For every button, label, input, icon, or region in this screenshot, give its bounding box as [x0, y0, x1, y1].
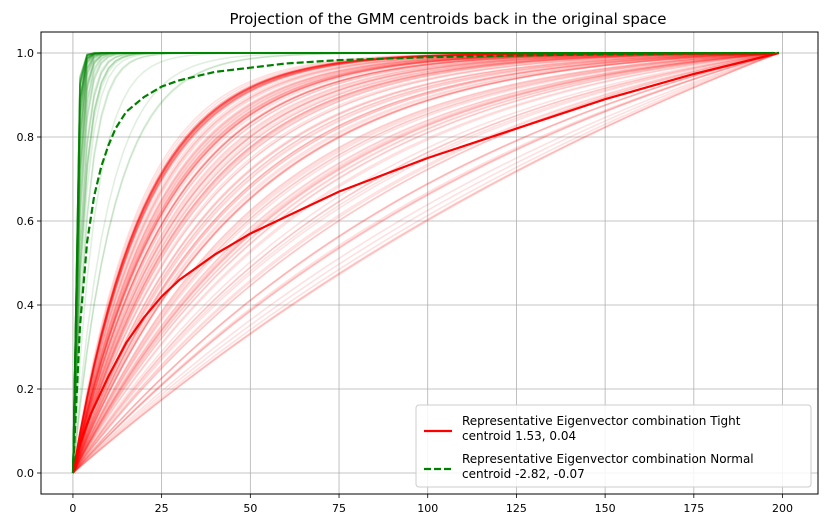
background-curve: [72, 52, 776, 474]
background-curve: [72, 52, 776, 474]
background-curve: [72, 52, 776, 474]
background-curve: [72, 52, 776, 474]
background-curve: [72, 52, 776, 474]
background-curve: [72, 53, 776, 474]
background-curve: [72, 52, 776, 474]
y-tick-label: 0.0: [17, 467, 35, 480]
background-curve: [72, 52, 776, 474]
background-curve: [72, 52, 776, 474]
background-curve: [72, 53, 776, 474]
y-tick-label: 0.4: [17, 299, 35, 312]
background-curve: [72, 52, 776, 474]
background-curve: [72, 52, 776, 474]
background-curve: [72, 52, 776, 474]
background-curve: [72, 52, 776, 474]
x-tick-label: 200: [772, 502, 793, 515]
background-curve: [72, 52, 776, 474]
background-curve: [72, 53, 776, 474]
y-tick-label: 1.0: [17, 47, 35, 60]
background-curve: [72, 52, 776, 474]
background-curve: [72, 52, 776, 474]
background-curve: [72, 52, 776, 474]
legend-label: Representative Eigenvector combination N…: [462, 452, 754, 481]
background-curve: [72, 52, 776, 474]
background-curve: [72, 52, 776, 474]
background-curve: [72, 53, 776, 474]
legend: Representative Eigenvector combination T…: [415, 404, 812, 488]
background-curve: [72, 52, 776, 474]
background-curve: [72, 52, 776, 474]
background-curve: [72, 52, 776, 474]
background-curve: [72, 52, 776, 474]
x-tick-label: 125: [506, 502, 527, 515]
background-curve: [72, 52, 776, 474]
series-line-0: [71, 51, 780, 474]
background-curve: [72, 53, 776, 474]
background-curve: [72, 52, 776, 474]
x-tick-label: 25: [155, 502, 169, 515]
background-curve: [72, 53, 776, 474]
background-curve: [72, 53, 776, 474]
background-curve: [72, 53, 776, 474]
y-tick-label: 0.2: [17, 383, 35, 396]
background-curve: [72, 52, 776, 474]
background-curve: [72, 52, 776, 474]
background-curve: [72, 52, 776, 474]
background-curve: [72, 52, 776, 474]
x-tick-label: 150: [595, 502, 616, 515]
chart-title: Projection of the GMM centroids back in …: [229, 10, 666, 28]
background-curve: [72, 52, 776, 474]
background-curve: [72, 52, 776, 474]
x-tick-label: 175: [683, 502, 704, 515]
background-curve: [72, 52, 776, 474]
background-curve: [72, 52, 776, 474]
background-curve: [72, 52, 776, 474]
background-curve: [72, 52, 776, 474]
x-tick-label: 0: [69, 502, 76, 515]
series-line-1: [71, 51, 780, 474]
plot-frame: [40, 31, 819, 495]
background-curve: [72, 52, 776, 474]
background-curve: [72, 52, 776, 474]
background-curve: [72, 52, 776, 474]
background-curve: [72, 53, 776, 474]
background-curve: [72, 52, 776, 474]
background-curve: [72, 52, 776, 474]
background-curve: [72, 53, 776, 474]
series-layer: [71, 51, 780, 474]
background-curve: [72, 52, 776, 474]
background-curve: [72, 52, 776, 474]
x-tick-label: 100: [417, 502, 438, 515]
background-curve: [72, 52, 776, 474]
y-tick-label: 0.8: [17, 131, 35, 144]
background-curve: [72, 52, 776, 474]
background-curve: [72, 53, 776, 474]
background-curve: [72, 52, 776, 474]
background-curve: [72, 52, 776, 474]
background-curve: [72, 52, 776, 474]
background-curve: [72, 52, 776, 474]
background-curve: [72, 52, 776, 474]
background-curve: [72, 52, 776, 474]
background-curve: [72, 53, 776, 474]
background-curve: [72, 52, 776, 474]
background-curve: [72, 52, 776, 474]
background-curve: [72, 52, 776, 474]
background-curve: [72, 52, 776, 474]
background-curve: [72, 52, 776, 474]
legend-box: [415, 404, 812, 488]
legend-label: Representative Eigenvector combination T…: [462, 414, 741, 443]
y-tick-label: 0.6: [17, 215, 35, 228]
background-curve: [72, 53, 776, 474]
background-curve: [72, 52, 776, 474]
background-curve: [72, 52, 776, 474]
background-curve: [72, 52, 776, 474]
background-curve: [72, 52, 776, 474]
x-tick-label: 75: [332, 502, 346, 515]
tick-layer: 0 25 50 75 100 125 150 175 200 0.0 0.2 0.4 0.6 0.8 1.0: [17, 47, 794, 515]
x-tick-label: 50: [243, 502, 257, 515]
